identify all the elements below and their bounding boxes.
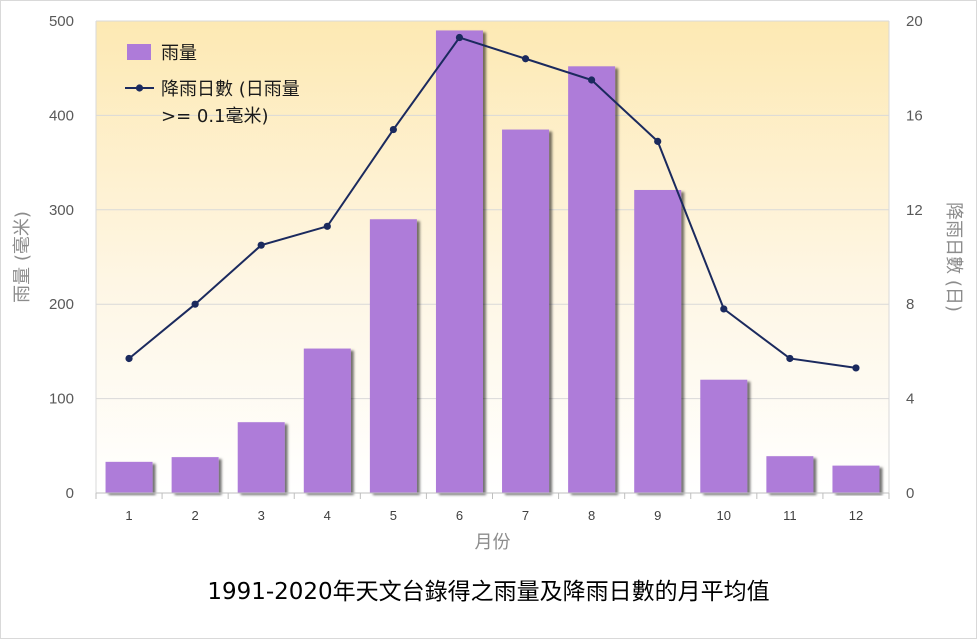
rain-days-point (852, 364, 860, 372)
legend-marker-rain-days (135, 84, 144, 92)
rain-days-polyline (128, 36, 857, 369)
legend-label-rain-days: >= 0.1毫米) (161, 106, 269, 127)
y-tick-label: 0 (66, 485, 74, 502)
y-tick-label: 400 (49, 107, 74, 124)
legend-label-rainfall: 雨量 (161, 43, 197, 64)
rain-days-point (654, 137, 662, 145)
rainfall-bar (700, 379, 748, 493)
y-tick-label: 500 (49, 13, 74, 30)
rain-days-point (323, 222, 331, 230)
x-tick-label: 4 (324, 508, 331, 523)
rain-days-point (588, 76, 596, 84)
y-tick-label: 300 (49, 202, 74, 219)
y-axis-title: 雨量 (毫米) (12, 211, 33, 303)
x-tick-label: 2 (192, 508, 199, 523)
x-tick-label: 8 (588, 508, 595, 523)
rain-days-point (389, 125, 397, 134)
rain-days-point (257, 241, 265, 249)
rain-days-point (455, 33, 464, 42)
rain-days-point (786, 354, 794, 363)
rainfall-bar (105, 461, 153, 493)
rain-days-point (125, 354, 133, 363)
rain-days-point (191, 300, 199, 308)
rainfall-bar (568, 66, 616, 493)
y2-tick-label: 16 (906, 107, 923, 124)
rainfall-bar (303, 348, 351, 493)
x-tick-label: 7 (522, 508, 529, 523)
x-tick-label: 10 (717, 508, 731, 523)
x-axis-title: 月份 (475, 532, 511, 553)
chart-title: 1991-2020年天文台錄得之雨量及降雨日數的月平均值 (207, 579, 770, 605)
x-tick-label: 1 (125, 508, 132, 523)
rain-days-point (521, 55, 530, 63)
y2-tick-label: 12 (906, 202, 923, 219)
rainfall-bars (105, 30, 880, 494)
legend-label-rain-days: 降雨日數 (日雨量 (161, 79, 300, 100)
rainfall-bar (369, 219, 417, 494)
y2-axis-title: 降雨日數 (日) (943, 202, 964, 312)
x-tick-label: 11 (783, 508, 797, 523)
rainfall-bar (832, 465, 880, 493)
x-tick-label: 6 (456, 508, 463, 523)
y2-tick-label: 4 (906, 391, 914, 408)
rain-days-point (720, 305, 728, 313)
rainfall-bar (237, 422, 285, 493)
rainfall-bar (766, 456, 814, 493)
x-tick-label: 3 (258, 508, 265, 523)
x-tick-label: 12 (849, 508, 863, 523)
y-tick-label: 100 (49, 391, 74, 408)
y2-tick-label: 8 (906, 296, 914, 313)
x-tick-label: 9 (654, 508, 661, 523)
rainfall-bar (435, 30, 483, 493)
rain-days-line (125, 33, 860, 372)
gridlines (96, 20, 889, 494)
y-tick-label: 200 (49, 296, 74, 313)
y2-tick-label: 0 (906, 485, 914, 502)
x-tick-label: 5 (390, 508, 397, 523)
rainfall-bar (634, 189, 682, 493)
plot-area (96, 21, 889, 493)
rainfall-bar (171, 457, 219, 493)
legend-swatch-rainfall (127, 44, 151, 60)
y2-tick-label: 20 (906, 13, 923, 30)
rainfall-bar (502, 129, 550, 493)
